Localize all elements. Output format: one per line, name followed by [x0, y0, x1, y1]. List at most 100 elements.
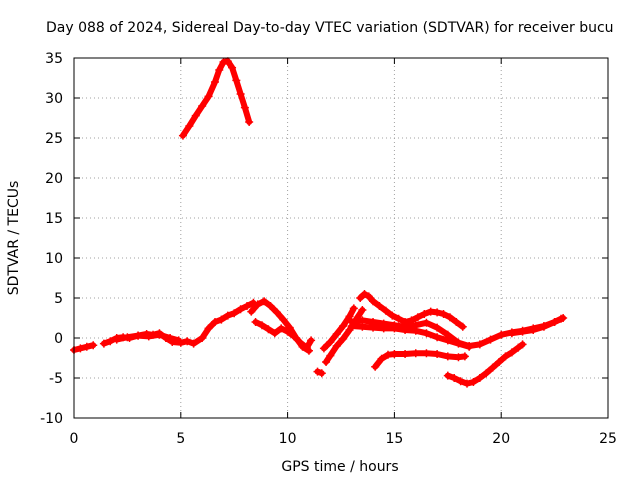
data-point-marker	[452, 318, 461, 326]
data-point-marker	[106, 337, 115, 346]
data-point-marker	[495, 358, 504, 366]
data-point-marker	[475, 340, 484, 349]
data-point-marker	[433, 333, 442, 342]
data-point-marker	[270, 329, 279, 338]
data-point-marker	[501, 352, 510, 361]
data-point-marker	[443, 371, 452, 380]
data-point-marker	[76, 344, 85, 353]
data-point-marker	[264, 325, 273, 334]
series-arc-12	[347, 322, 474, 351]
data-point-marker	[134, 331, 143, 340]
grid-lines	[74, 58, 608, 418]
series-arc-03	[112, 330, 183, 345]
data-point-marker	[390, 350, 399, 358]
series-arc-04	[178, 57, 254, 140]
y-tick-label: 0	[54, 331, 63, 347]
data-point-marker	[456, 377, 465, 386]
y-tick-label: 5	[54, 291, 63, 307]
data-point-marker	[379, 324, 388, 333]
data-point-marker	[257, 321, 266, 330]
data-point-marker	[482, 369, 491, 378]
data-point-marker	[454, 353, 463, 362]
data-point-marker	[514, 343, 523, 352]
series-arc-07	[313, 367, 326, 378]
y-tick-label: 35	[45, 51, 63, 67]
data-point-marker	[458, 322, 467, 331]
series-arc-08	[322, 306, 367, 366]
series-arc-14	[443, 340, 527, 388]
series-trace	[71, 342, 97, 353]
data-point-marker	[183, 337, 192, 346]
data-point-marker	[223, 311, 232, 320]
data-point-marker	[347, 322, 356, 330]
data-point-marker	[394, 314, 403, 323]
data-point-marker	[445, 313, 454, 322]
series-arc-06	[251, 318, 316, 352]
data-point-marker	[266, 302, 275, 310]
x-tick-label: 20	[492, 431, 510, 447]
data-point-marker	[381, 306, 390, 315]
data-point-marker	[390, 324, 399, 333]
data-point-marker	[277, 324, 286, 333]
data-point-marker	[260, 297, 269, 306]
data-point-marker	[296, 338, 305, 347]
data-point-marker	[178, 131, 187, 140]
x-tick-label: 15	[385, 431, 403, 447]
series-arc-15	[507, 314, 568, 338]
data-point-marker	[279, 315, 288, 324]
data-point-marker	[375, 302, 384, 310]
data-point-marker	[217, 315, 226, 324]
data-point-marker	[422, 329, 431, 338]
data-point-marker	[319, 344, 328, 353]
series-trace	[252, 319, 315, 351]
data-point-marker	[539, 322, 548, 331]
data-point-marker	[518, 327, 527, 336]
data-point-marker	[332, 330, 341, 338]
data-point-marker	[99, 339, 108, 348]
data-point-marker	[204, 324, 213, 333]
chart-title: Day 088 of 2024, Sidereal Day-to-day VTE…	[46, 20, 614, 36]
data-point-marker	[317, 369, 326, 378]
data-point-marker	[236, 90, 245, 98]
data-point-marker	[383, 350, 392, 359]
data-point-marker	[144, 332, 153, 341]
data-point-marker	[302, 343, 311, 352]
data-point-marker	[272, 308, 281, 317]
data-point-marker	[433, 323, 442, 332]
data-point-marker	[550, 318, 559, 326]
y-tick-label: 10	[45, 251, 63, 267]
data-point-marker	[232, 76, 241, 85]
data-point-marker	[215, 66, 224, 74]
data-point-marker	[369, 323, 378, 332]
data-point-marker	[454, 339, 463, 348]
y-tick-label: 25	[45, 131, 63, 147]
data-point-marker	[422, 318, 431, 327]
data-point-marker	[339, 334, 348, 343]
data-point-marker	[322, 358, 331, 366]
data-point-marker	[223, 57, 232, 66]
axis-ticks	[73, 57, 609, 419]
data-point-marker	[497, 330, 506, 339]
data-point-marker	[251, 318, 260, 326]
data-point-marker	[198, 102, 207, 110]
data-point-marker	[433, 350, 442, 358]
data-point-marker	[475, 374, 484, 382]
data-point-marker	[360, 290, 369, 298]
data-point-marker	[371, 362, 380, 371]
data-point-marker	[401, 350, 410, 358]
data-point-marker	[413, 313, 422, 322]
data-point-marker	[219, 58, 228, 66]
y-tick-label: -5	[49, 371, 63, 387]
data-point-marker	[185, 122, 194, 130]
data-point-marker	[189, 339, 198, 348]
data-point-marker	[243, 302, 252, 310]
data-point-marker	[356, 294, 365, 302]
series-trace	[179, 58, 253, 139]
series-arc-01	[70, 341, 98, 354]
data-point-marker	[559, 314, 568, 322]
data-point-marker	[349, 304, 358, 313]
data-point-marker	[326, 351, 335, 360]
series-arc-10	[356, 290, 467, 331]
data-point-marker	[89, 341, 98, 350]
data-point-marker	[155, 330, 164, 339]
